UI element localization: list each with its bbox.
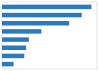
bar <box>2 5 91 9</box>
chart <box>0 0 100 71</box>
bar <box>2 13 82 17</box>
bar <box>2 37 29 41</box>
bars <box>2 5 91 67</box>
bar <box>2 62 14 66</box>
plot-frame <box>2 2 97 69</box>
bar <box>2 21 69 25</box>
chart-svg <box>0 0 100 71</box>
page: {"chart_data": {"type": "bar", "orientat… <box>0 0 100 71</box>
bar <box>2 46 26 50</box>
bar <box>2 29 41 33</box>
bar <box>2 54 24 58</box>
